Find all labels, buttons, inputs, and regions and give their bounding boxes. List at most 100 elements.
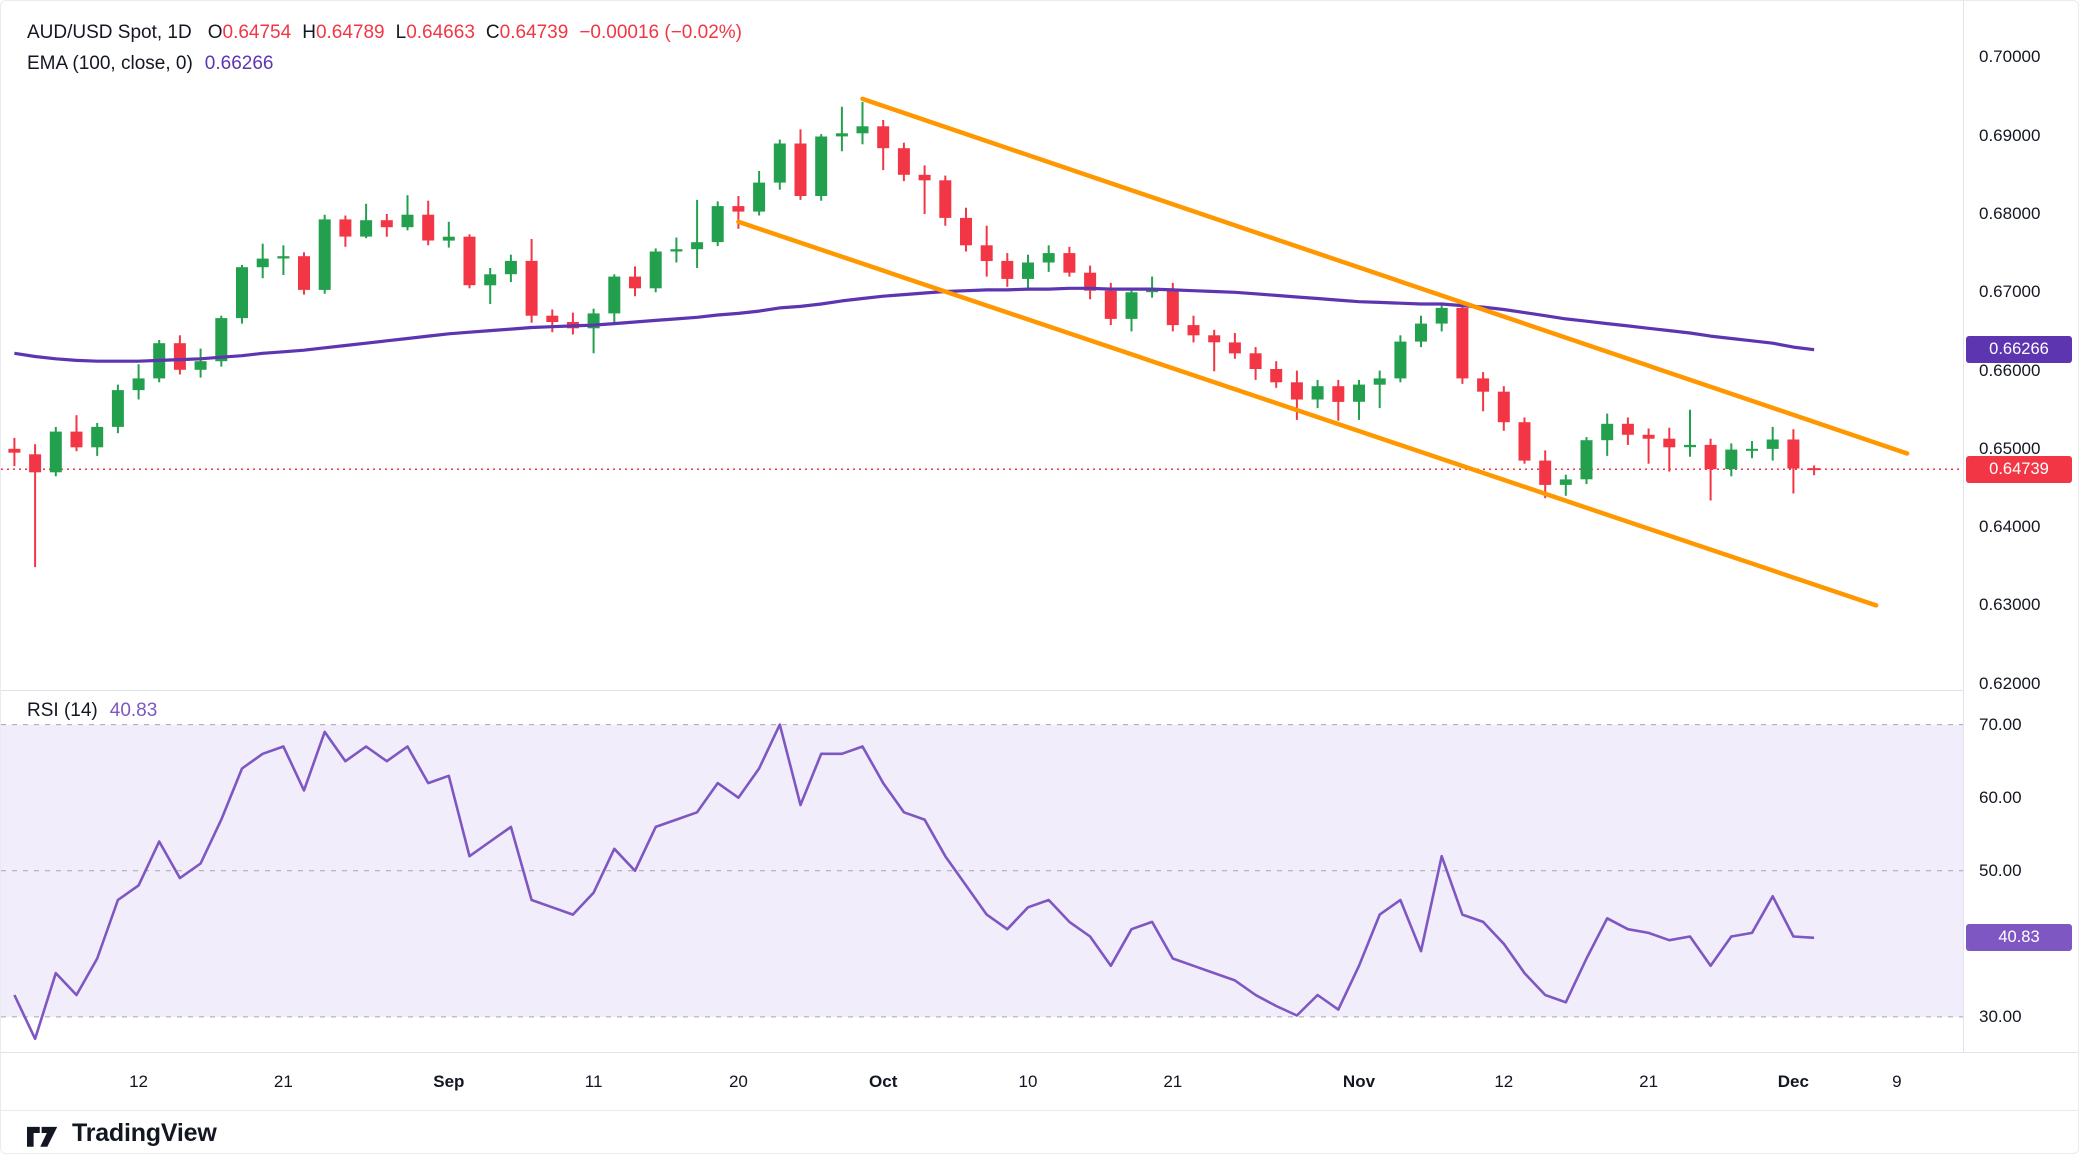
- tradingview-logo[interactable]: [27, 1120, 61, 1147]
- price-axis-label: 0.66000: [1979, 360, 2041, 380]
- ema-line: [14, 286, 1815, 363]
- rsi-axis-label: 30.00: [1979, 1006, 2022, 1026]
- candle-body: [1042, 253, 1055, 263]
- candle-body: [484, 274, 497, 286]
- ohlc-values: O0.64754 H0.64789 L0.64663 C0.64739: [208, 17, 580, 48]
- time-axis[interactable]: 12 21 Sep 11 20 Oct 10 21 Nov 12 21 Dec 9: [1, 1052, 2078, 1111]
- legend: AUD/USD Spot, 1D O0.64754 H0.64789 L0.6466…: [27, 17, 742, 79]
- candle-body: [132, 378, 145, 391]
- time-axis-label: 20: [728, 1072, 748, 1091]
- ohlc-item: H0.64789: [302, 22, 384, 43]
- ohlc-prefix: H: [302, 22, 316, 43]
- candle-body: [1249, 353, 1262, 369]
- candle-body: [753, 182, 766, 212]
- footer: TradingView: [1, 1110, 2078, 1153]
- ohlc-value: 0.64663: [406, 22, 475, 43]
- time-axis-label: 21: [1163, 1072, 1183, 1091]
- candle-body: [1642, 434, 1655, 439]
- candle-body: [960, 217, 972, 246]
- rsi-legend-row[interactable]: RSI (14) 40.83: [27, 700, 157, 722]
- candle-body: [8, 448, 21, 453]
- candle-body: [298, 256, 310, 290]
- ohlc-item: O0.64754: [208, 22, 291, 43]
- price-axis-label: 0.70000: [1979, 47, 2041, 67]
- candle-body: [1808, 468, 1821, 471]
- candle-body: [691, 242, 704, 250]
- time-axis-label: 12: [1494, 1072, 1514, 1091]
- candle-body: [773, 143, 786, 183]
- candle-body: [525, 260, 538, 316]
- last-price-badge: 0.64739: [1966, 455, 2072, 483]
- price-axis-label: 0.68000: [1979, 203, 2041, 223]
- rsi-line: [13, 723, 1815, 1041]
- candle-body: [1704, 444, 1717, 470]
- candle-body: [1684, 444, 1696, 448]
- candle-body: [1746, 448, 1758, 451]
- pane-divider[interactable]: [1, 690, 2078, 691]
- price-axis[interactable]: 0.70000 0.69000 0.68000 0.67000 0.66000 0.650…: [1963, 1, 2078, 1052]
- candle-body: [1208, 335, 1221, 343]
- candle-body: [877, 126, 890, 149]
- ema-value: 0.66266: [204, 53, 274, 74]
- candle-body: [1290, 382, 1303, 400]
- candle-body: [49, 431, 62, 473]
- candle-body: [401, 214, 414, 228]
- candle-body: [1435, 307, 1448, 324]
- price-axis-label: 0.64000: [1979, 517, 2041, 537]
- ema-value-badge: 0.66266: [1966, 336, 2072, 364]
- rsi-axis-label: 60.00: [1979, 787, 2022, 807]
- price-pane-canvas[interactable]: [1, 1, 1963, 690]
- candle-body: [1166, 289, 1179, 326]
- ohlc-prefix: C: [485, 22, 500, 43]
- candle-body: [194, 361, 207, 370]
- ohlc-value: 0.64789: [315, 22, 385, 43]
- candle-body: [215, 318, 228, 362]
- descending-channel-lower-trendline[interactable]: [736, 219, 1879, 608]
- rsi-pane-canvas[interactable]: [1, 691, 1963, 1052]
- candle-body: [1104, 290, 1117, 319]
- candle-body: [1580, 440, 1593, 480]
- price-axis-label: 0.69000: [1979, 125, 2041, 145]
- rsi-value-badge: 40.83: [1966, 924, 2072, 952]
- candle-body: [360, 220, 373, 237]
- price-axis-label: 0.65000: [1979, 438, 2041, 458]
- price-axis-label: 0.62000: [1979, 673, 2041, 693]
- candle-body: [1270, 369, 1283, 383]
- candle-body: [1373, 378, 1386, 385]
- time-axis-label: 21: [1639, 1072, 1659, 1091]
- ema-legend-row[interactable]: EMA (100, close, 0) 0.66266: [27, 48, 742, 79]
- candle-body: [422, 214, 435, 241]
- time-axis-label: 10: [1018, 1072, 1038, 1091]
- candle-body: [1787, 439, 1800, 469]
- candle-body: [1332, 386, 1345, 402]
- candle-body: [1063, 253, 1076, 273]
- candle-body: [856, 126, 869, 134]
- candle-body: [939, 180, 952, 218]
- tradingview-logo-icon: [27, 1126, 58, 1147]
- candle-body: [1228, 342, 1241, 354]
- ema-label: EMA (100, close, 0): [27, 53, 193, 74]
- candle-body: [546, 315, 559, 322]
- price-axis-label: 0.63000: [1979, 595, 2041, 615]
- candle-body: [236, 267, 248, 319]
- tradingview-brand[interactable]: TradingView: [72, 1118, 217, 1147]
- candle-body: [1518, 422, 1531, 461]
- descending-channel-upper-trendline[interactable]: [860, 96, 1910, 456]
- candle-body: [318, 219, 331, 290]
- candle-body: [1001, 260, 1014, 279]
- symbol-title: AUD/USD Spot, 1D: [27, 22, 192, 43]
- ohlc-prefix: O: [207, 22, 223, 43]
- candle-body: [1601, 423, 1614, 441]
- candle-body: [1497, 391, 1510, 423]
- candle-body: [91, 426, 104, 448]
- rsi-label: RSI (14): [27, 700, 98, 721]
- candle-body: [649, 251, 662, 289]
- candle-body: [463, 236, 476, 286]
- candle-body: [277, 256, 290, 259]
- symbol-legend-row[interactable]: AUD/USD Spot, 1D O0.64754 H0.64789 L0.6466…: [27, 17, 742, 48]
- candle-body: [1559, 479, 1572, 485]
- candle-body: [29, 454, 42, 473]
- candle-body: [732, 206, 745, 212]
- candle-body: [918, 174, 931, 181]
